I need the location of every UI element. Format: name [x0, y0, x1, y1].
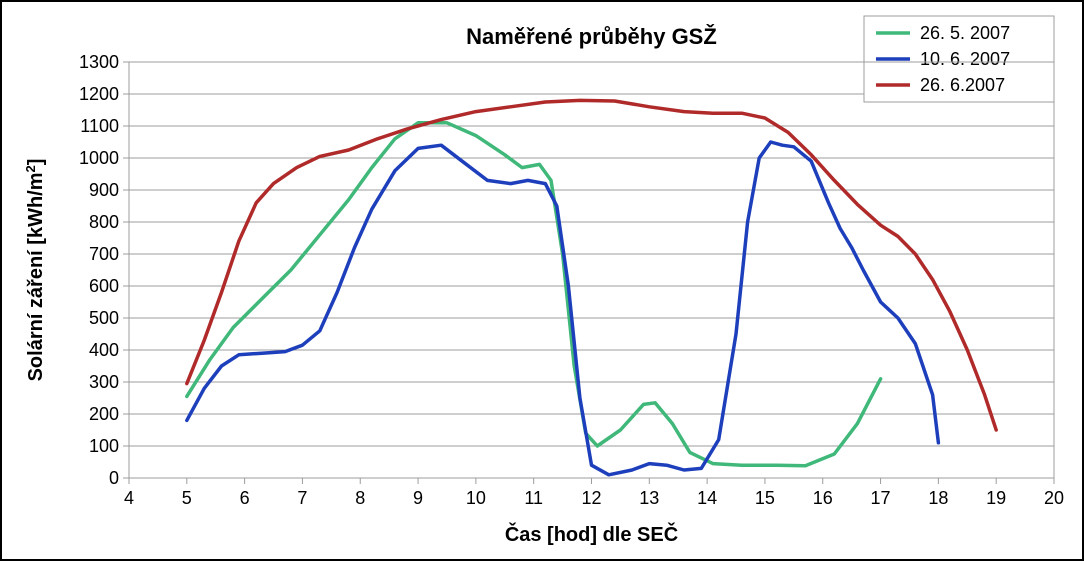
x-tick-label: 19: [986, 488, 1006, 508]
x-tick-label: 7: [297, 488, 307, 508]
x-tick-label: 17: [871, 488, 891, 508]
x-tick-label: 12: [581, 488, 601, 508]
x-tick-label: 5: [182, 488, 192, 508]
y-tick-label: 0: [109, 468, 119, 488]
y-tick-label: 700: [89, 244, 119, 264]
y-tick-label: 800: [89, 212, 119, 232]
legend-label: 26. 5. 2007: [920, 23, 1010, 43]
y-tick-label: 300: [89, 372, 119, 392]
legend-label: 10. 6. 2007: [920, 49, 1010, 69]
y-tick-label: 900: [89, 180, 119, 200]
y-tick-label: 1100: [80, 116, 119, 136]
y-tick-label: 100: [89, 436, 119, 456]
outer-frame: 0 100 200 300 400 500 600 700 800 900 1000 1100 1200…: [0, 0, 1084, 561]
x-tick-label: 8: [355, 488, 365, 508]
x-tick-label: 15: [755, 488, 775, 508]
x-tick-label: 16: [813, 488, 833, 508]
y-tick-label: 1000: [79, 148, 119, 168]
y-tick-label: 200: [89, 404, 119, 424]
y-tick-label: 1300: [79, 52, 119, 72]
x-axis-title: Čas [hod] dle SEČ: [505, 522, 678, 546]
x-tick-label: 18: [928, 488, 948, 508]
plot-area: [129, 62, 1054, 478]
x-tick-label: 11: [524, 488, 543, 508]
y-tick-label: 400: [89, 340, 119, 360]
x-tick-label: 4: [124, 488, 134, 508]
x-tick-label: 10: [466, 488, 486, 508]
y-tick-label: 600: [89, 276, 119, 296]
chart-container: 0 100 200 300 400 500 600 700 800 900 1000 1100 1200…: [14, 12, 1070, 549]
y-tick-label: 1200: [79, 84, 119, 104]
x-tick-label: 13: [639, 488, 659, 508]
chart-title: Naměřené průběhy GSŽ: [466, 24, 717, 49]
x-tick-label: 6: [240, 488, 250, 508]
legend-label: 26. 6.2007: [920, 75, 1005, 95]
line-chart: 0 100 200 300 400 500 600 700 800 900 1000 1100 1200…: [14, 12, 1074, 553]
y-tick-label: 500: [89, 308, 119, 328]
x-tick-label: 14: [697, 488, 717, 508]
y-axis-title: Solární záření [kWh/m2]: [23, 159, 48, 382]
x-tick-label: 9: [413, 488, 423, 508]
x-tick-label: 20: [1044, 488, 1064, 508]
